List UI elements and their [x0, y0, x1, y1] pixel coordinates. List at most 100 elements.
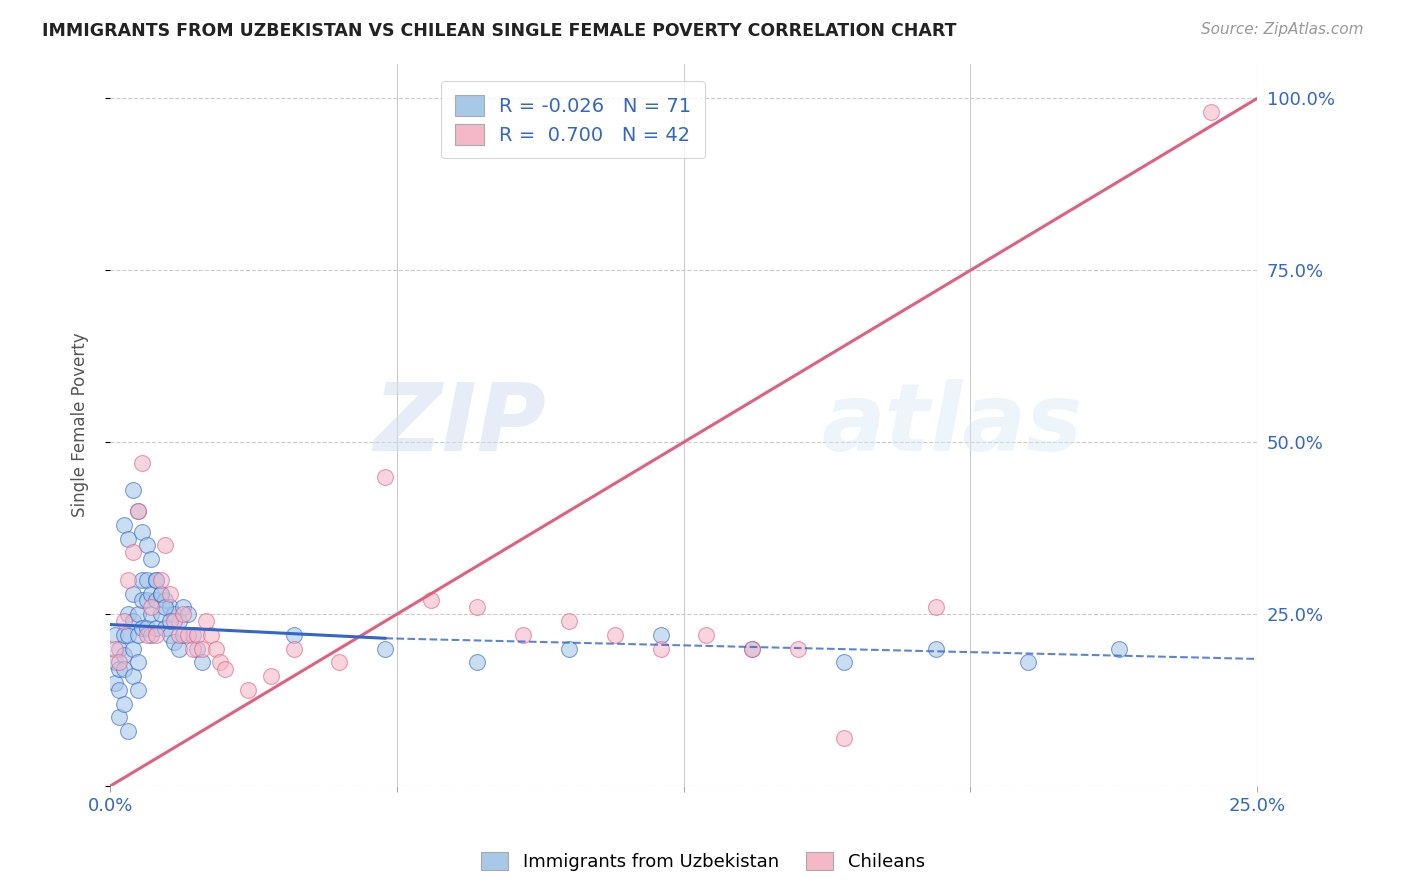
Point — [153, 593, 176, 607]
Point — [141, 552, 163, 566]
Point — [191, 656, 214, 670]
Point — [135, 621, 157, 635]
Point — [112, 697, 135, 711]
Point — [172, 607, 194, 622]
Point — [163, 607, 186, 622]
Point — [374, 469, 396, 483]
Point — [127, 656, 149, 670]
Point — [153, 600, 176, 615]
Point — [117, 607, 139, 622]
Text: Source: ZipAtlas.com: Source: ZipAtlas.com — [1201, 22, 1364, 37]
Legend: R = -0.026   N = 71, R =  0.700   N = 42: R = -0.026 N = 71, R = 0.700 N = 42 — [441, 81, 704, 159]
Point — [131, 456, 153, 470]
Point — [112, 628, 135, 642]
Point — [236, 682, 259, 697]
Text: IMMIGRANTS FROM UZBEKISTAN VS CHILEAN SINGLE FEMALE POVERTY CORRELATION CHART: IMMIGRANTS FROM UZBEKISTAN VS CHILEAN SI… — [42, 22, 956, 40]
Point — [167, 641, 190, 656]
Point — [135, 538, 157, 552]
Point — [112, 517, 135, 532]
Point — [181, 628, 204, 642]
Point — [145, 573, 167, 587]
Y-axis label: Single Female Poverty: Single Female Poverty — [72, 333, 89, 517]
Point — [163, 614, 186, 628]
Point — [186, 628, 208, 642]
Text: atlas: atlas — [821, 379, 1083, 471]
Point — [117, 628, 139, 642]
Point — [108, 656, 131, 670]
Point — [420, 593, 443, 607]
Point — [149, 586, 172, 600]
Point — [112, 662, 135, 676]
Point — [159, 586, 181, 600]
Point — [131, 621, 153, 635]
Point — [122, 641, 145, 656]
Point — [186, 641, 208, 656]
Point — [131, 593, 153, 607]
Point — [181, 641, 204, 656]
Point — [191, 641, 214, 656]
Point — [127, 504, 149, 518]
Point — [512, 628, 534, 642]
Point — [374, 641, 396, 656]
Point — [558, 641, 581, 656]
Point — [787, 641, 810, 656]
Point — [127, 607, 149, 622]
Point — [122, 483, 145, 498]
Point — [741, 641, 763, 656]
Point — [195, 614, 218, 628]
Point — [465, 656, 488, 670]
Point — [145, 621, 167, 635]
Point — [1199, 105, 1222, 120]
Point — [328, 656, 350, 670]
Text: ZIP: ZIP — [373, 379, 546, 471]
Point — [1017, 656, 1039, 670]
Point — [122, 614, 145, 628]
Point — [603, 628, 626, 642]
Point — [741, 641, 763, 656]
Point — [104, 656, 127, 670]
Point — [204, 641, 226, 656]
Point — [283, 628, 305, 642]
Point — [283, 641, 305, 656]
Point — [159, 600, 181, 615]
Point — [159, 614, 181, 628]
Point — [141, 586, 163, 600]
Point — [650, 628, 672, 642]
Point — [145, 593, 167, 607]
Point — [112, 648, 135, 663]
Point — [259, 669, 281, 683]
Point — [832, 656, 855, 670]
Point — [141, 628, 163, 642]
Point — [131, 573, 153, 587]
Point — [135, 593, 157, 607]
Point — [108, 710, 131, 724]
Point — [131, 524, 153, 539]
Point — [167, 628, 190, 642]
Point — [149, 573, 172, 587]
Point — [112, 614, 135, 628]
Point — [145, 628, 167, 642]
Point — [209, 656, 232, 670]
Point — [167, 614, 190, 628]
Point — [127, 504, 149, 518]
Point — [1108, 641, 1130, 656]
Point — [108, 682, 131, 697]
Point — [163, 634, 186, 648]
Point — [117, 573, 139, 587]
Point — [159, 628, 181, 642]
Point — [127, 682, 149, 697]
Point — [832, 731, 855, 745]
Point — [108, 662, 131, 676]
Point — [153, 621, 176, 635]
Point — [149, 607, 172, 622]
Point — [695, 628, 717, 642]
Point — [141, 607, 163, 622]
Legend: Immigrants from Uzbekistan, Chileans: Immigrants from Uzbekistan, Chileans — [474, 845, 932, 879]
Point — [177, 628, 200, 642]
Point — [465, 600, 488, 615]
Point — [925, 600, 948, 615]
Point — [104, 641, 127, 656]
Point — [177, 607, 200, 622]
Point — [650, 641, 672, 656]
Point — [117, 724, 139, 739]
